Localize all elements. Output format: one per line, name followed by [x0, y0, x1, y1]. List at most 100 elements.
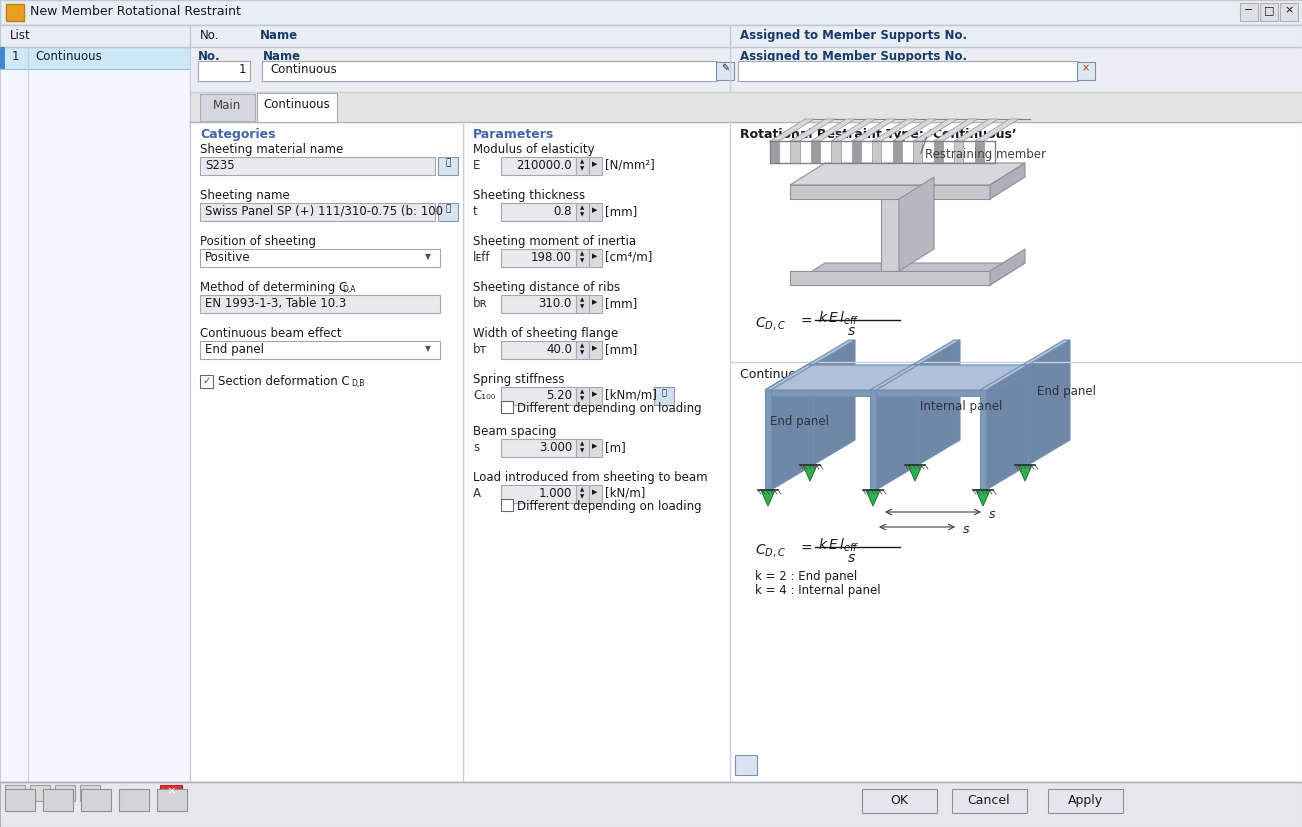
Bar: [198, 61, 250, 81]
Bar: [158, 789, 187, 811]
Text: 1.000: 1.000: [539, 487, 572, 500]
Bar: [654, 387, 674, 405]
Bar: [256, 93, 337, 122]
Text: 40.0: 40.0: [546, 343, 572, 356]
Text: Sheeting distance of ribs: Sheeting distance of ribs: [473, 281, 620, 294]
Text: ▲: ▲: [579, 297, 585, 302]
Bar: [190, 92, 1302, 122]
Bar: [0, 0, 1302, 25]
Text: No.: No.: [198, 50, 220, 63]
Polygon shape: [766, 365, 1029, 390]
Text: Parameters: Parameters: [473, 128, 555, 141]
Bar: [437, 157, 458, 175]
Polygon shape: [790, 163, 1025, 185]
Polygon shape: [872, 119, 917, 141]
Text: $k\,E\,l_{eff}$: $k\,E\,l_{eff}$: [818, 537, 859, 554]
Bar: [575, 485, 589, 503]
Text: Continuous beam effect: Continuous beam effect: [740, 368, 891, 381]
Bar: [575, 203, 589, 221]
Bar: [862, 789, 937, 813]
Text: Position of sheeting: Position of sheeting: [201, 235, 316, 248]
Polygon shape: [934, 141, 943, 163]
Polygon shape: [986, 365, 1029, 490]
Polygon shape: [832, 119, 875, 141]
Text: 💾: 💾: [661, 388, 667, 397]
Bar: [262, 61, 717, 81]
Polygon shape: [893, 119, 937, 141]
Text: [cm⁴/m]: [cm⁴/m]: [605, 251, 652, 264]
Polygon shape: [807, 340, 855, 365]
Text: Assigned to Member Supports No.: Assigned to Member Supports No.: [740, 50, 967, 63]
Text: Continuous: Continuous: [35, 50, 102, 63]
Bar: [589, 439, 602, 457]
Text: New Member Rotational Restraint: New Member Rotational Restraint: [30, 5, 241, 18]
Text: Different depending on loading: Different depending on loading: [517, 402, 702, 415]
Polygon shape: [766, 365, 812, 390]
Bar: [589, 249, 602, 267]
Bar: [501, 157, 575, 175]
Polygon shape: [852, 119, 896, 141]
Text: ▲: ▲: [579, 487, 585, 492]
Polygon shape: [766, 371, 812, 396]
Text: Rotational Restraint Type: ‘Continuous’: Rotational Restraint Type: ‘Continuous’: [740, 128, 1017, 141]
Polygon shape: [790, 271, 990, 285]
Text: lᴇff: lᴇff: [473, 251, 491, 264]
Polygon shape: [918, 340, 960, 465]
Bar: [501, 387, 575, 405]
Bar: [0, 47, 190, 782]
Text: E: E: [473, 159, 480, 172]
Polygon shape: [766, 365, 812, 390]
Bar: [437, 203, 458, 221]
Bar: [738, 61, 1078, 81]
Bar: [589, 387, 602, 405]
Polygon shape: [811, 119, 855, 141]
Bar: [589, 203, 602, 221]
Text: End panel: End panel: [1036, 385, 1096, 398]
Text: s: s: [990, 508, 996, 521]
Text: Restraining member: Restraining member: [924, 148, 1046, 161]
Text: End panel: End panel: [769, 415, 829, 428]
Polygon shape: [811, 141, 820, 163]
Text: ×: ×: [167, 786, 176, 796]
Text: ▶: ▶: [592, 345, 598, 351]
Text: ▼: ▼: [424, 252, 431, 261]
Bar: [501, 203, 575, 221]
Polygon shape: [1029, 340, 1070, 465]
Text: 📖: 📖: [445, 158, 450, 167]
Bar: [190, 122, 1302, 782]
Text: A: A: [473, 487, 480, 500]
Bar: [0, 47, 190, 69]
Text: ✓: ✓: [203, 376, 211, 386]
Bar: [501, 439, 575, 457]
Text: ▲: ▲: [579, 389, 585, 394]
Polygon shape: [876, 365, 918, 490]
Text: [N/mm²]: [N/mm²]: [605, 159, 655, 172]
Polygon shape: [881, 199, 898, 271]
Text: Sheeting name: Sheeting name: [201, 189, 290, 202]
Polygon shape: [866, 490, 880, 506]
Text: End panel: End panel: [204, 343, 264, 356]
Text: ▶: ▶: [592, 391, 598, 397]
Bar: [118, 789, 148, 811]
Text: EN 1993-1-3, Table 10.3: EN 1993-1-3, Table 10.3: [204, 297, 346, 310]
Text: Sheeting thickness: Sheeting thickness: [473, 189, 585, 202]
Bar: [716, 62, 734, 80]
Text: No.: No.: [201, 29, 219, 42]
Text: Continuous beam effect: Continuous beam effect: [201, 327, 341, 340]
Bar: [201, 94, 255, 121]
Text: S235: S235: [204, 159, 234, 172]
Bar: [79, 785, 100, 801]
Polygon shape: [907, 465, 922, 481]
Text: Load introduced from sheeting to beam: Load introduced from sheeting to beam: [473, 471, 707, 484]
Bar: [5, 785, 25, 801]
Polygon shape: [980, 365, 1029, 390]
Bar: [55, 785, 76, 801]
Text: bʀ: bʀ: [473, 297, 488, 310]
Polygon shape: [769, 119, 814, 141]
Text: 0.8: 0.8: [553, 205, 572, 218]
Text: [mm]: [mm]: [605, 205, 637, 218]
Bar: [201, 341, 440, 359]
Text: Positive: Positive: [204, 251, 250, 264]
Polygon shape: [913, 141, 922, 163]
Text: Width of sheeting flange: Width of sheeting flange: [473, 327, 618, 340]
